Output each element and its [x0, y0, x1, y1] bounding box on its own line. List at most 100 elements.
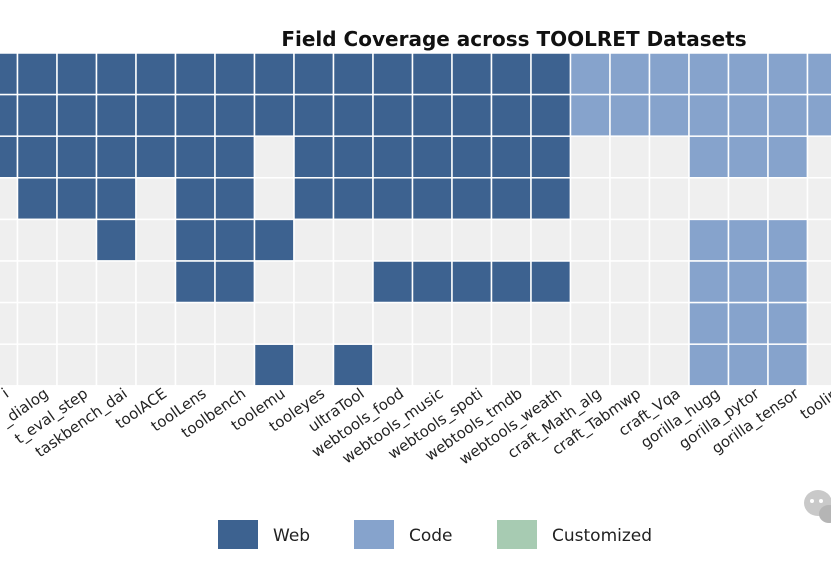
heatmap-cell [490, 260, 532, 304]
heatmap-cell [56, 135, 98, 179]
heatmap-cell [727, 301, 769, 345]
heatmap-cell [56, 218, 98, 262]
heatmap-cell [293, 343, 335, 387]
heatmap-cell [411, 260, 453, 304]
heatmap-cell [451, 343, 493, 387]
heatmap-cell [609, 52, 651, 96]
legend-swatch [497, 520, 537, 549]
heatmap-cell [16, 52, 58, 96]
heatmap-cell [727, 177, 769, 221]
heatmap-cell [135, 52, 177, 96]
heatmap-cell [95, 93, 137, 137]
heatmap-cell [253, 135, 295, 179]
heatmap-cell [806, 218, 831, 262]
chart-title: Field Coverage across TOOLRET Datasets [281, 27, 746, 51]
heatmap-cell [0, 260, 19, 304]
heatmap-cell [174, 218, 216, 262]
heatmap-cell [648, 301, 690, 345]
heatmap-cell [332, 177, 374, 221]
heatmap-cell [411, 177, 453, 221]
heatmap-cell [490, 93, 532, 137]
heatmap-cell [253, 343, 295, 387]
heatmap-cell [727, 343, 769, 387]
heatmap-cell [648, 218, 690, 262]
heatmap-cell [56, 260, 98, 304]
heatmap-cell [648, 260, 690, 304]
heatmap-cell [648, 135, 690, 179]
heatmap-cell [135, 93, 177, 137]
heatmap-cell [372, 301, 414, 345]
heatmap-cell [569, 52, 611, 96]
heatmap-cell [767, 301, 809, 345]
heatmap-cell [688, 260, 730, 304]
heatmap-cell [688, 52, 730, 96]
heatmap-cell [688, 93, 730, 137]
heatmap-cell [372, 260, 414, 304]
heatmap-cell [569, 343, 611, 387]
heatmap-cell [806, 260, 831, 304]
heatmap-cell [569, 260, 611, 304]
heatmap-cell [253, 260, 295, 304]
heatmap-cell [806, 135, 831, 179]
heatmap-cell [530, 260, 572, 304]
heatmap-cell [688, 177, 730, 221]
heatmap-cell [648, 93, 690, 137]
x-tick-labels: i_dialogt_eval_steptaskbench_daitoolACEt… [0, 384, 831, 469]
heatmap-cell [451, 218, 493, 262]
heatmap-cell [609, 93, 651, 137]
heatmap-cell [253, 218, 295, 262]
heatmap-cell [411, 93, 453, 137]
heatmap-cell [253, 301, 295, 345]
heatmap-cell [214, 52, 256, 96]
heatmap-cell [451, 301, 493, 345]
heatmap-cell [293, 135, 335, 179]
heatmap-cell [174, 260, 216, 304]
heatmap-cell [490, 52, 532, 96]
heatmap-cell [0, 135, 19, 179]
heatmap-cell [95, 52, 137, 96]
heatmap-cell [490, 301, 532, 345]
heatmap-cell [0, 52, 19, 96]
heatmap-cell [490, 177, 532, 221]
heatmap-cell [569, 301, 611, 345]
heatmap-cell [0, 218, 19, 262]
heatmap-cell [767, 218, 809, 262]
heatmap-cell [214, 301, 256, 345]
heatmap-cell [135, 177, 177, 221]
heatmap-cell [16, 301, 58, 345]
heatmap-cell [214, 218, 256, 262]
heatmap-cell [253, 52, 295, 96]
heatmap-cell [727, 135, 769, 179]
heatmap-cell [293, 260, 335, 304]
heatmap-cell [530, 177, 572, 221]
heatmap-cell [767, 343, 809, 387]
heatmap-cell [609, 260, 651, 304]
heatmap-cell [451, 135, 493, 179]
heatmap-cell [0, 343, 19, 387]
x-tick-label: i [0, 384, 12, 401]
legend-swatch [354, 520, 394, 549]
heatmap-cell [0, 93, 19, 137]
heatmap-cell [490, 135, 532, 179]
heatmap-cell [372, 177, 414, 221]
heatmap-cell [95, 260, 137, 304]
heatmap-cell [253, 93, 295, 137]
legend-label: Code [409, 526, 453, 546]
heatmap-cell [569, 93, 611, 137]
heatmap-cell [530, 301, 572, 345]
heatmap-cell [135, 343, 177, 387]
heatmap-cell [214, 135, 256, 179]
heatmap-cell [767, 135, 809, 179]
heatmap-cell [490, 218, 532, 262]
heatmap-cell [727, 93, 769, 137]
heatmap-cell [451, 52, 493, 96]
heatmap-cell [411, 52, 453, 96]
heatmap-cell [135, 301, 177, 345]
heatmap-cell [530, 343, 572, 387]
legend-label: Web [273, 526, 310, 546]
heatmap-cell [56, 177, 98, 221]
heatmap-cell [806, 52, 831, 96]
heatmap-cell [214, 177, 256, 221]
heatmap-cell [293, 177, 335, 221]
